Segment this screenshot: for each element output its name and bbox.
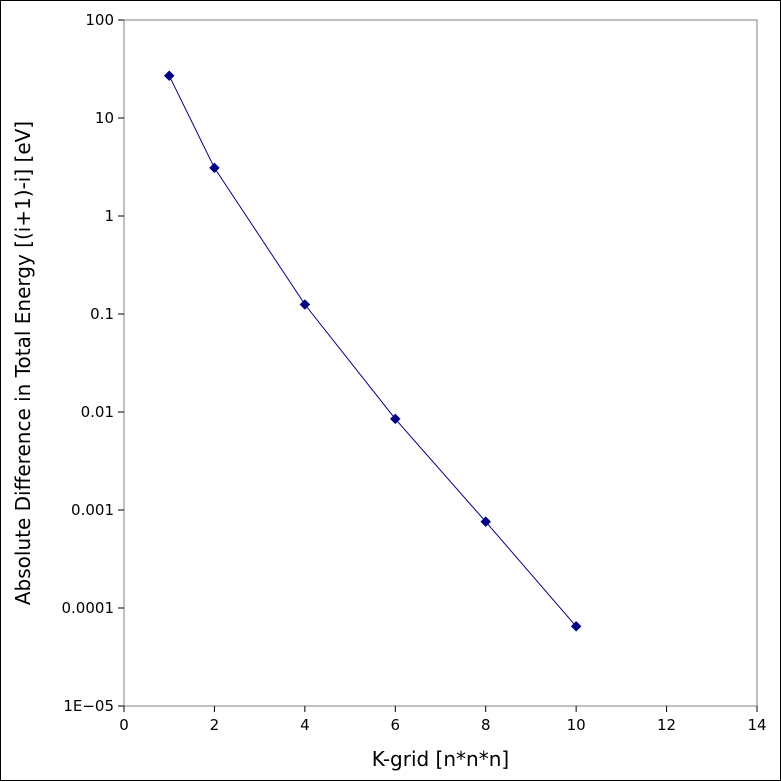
y-axis: 1E−05 0.0001 0.001 0.01 0.1 1 10 100 [62, 11, 124, 715]
y-tick-label: 0.001 [71, 501, 114, 519]
series-line [168, 75, 577, 627]
x-tick-label: 12 [657, 716, 676, 734]
data-point-marker [299, 299, 311, 310]
y-tick-label: 0.1 [90, 305, 114, 323]
data-point-marker [480, 516, 492, 528]
x-axis-title: K-grid [n*n*n] [372, 747, 509, 771]
data-point-marker [209, 162, 220, 174]
y-tick-label: 1E−05 [63, 697, 114, 715]
data-point-marker [163, 70, 175, 82]
plot-area [123, 19, 758, 707]
x-tick-label: 14 [747, 716, 766, 734]
x-tick-label: 4 [300, 716, 310, 734]
x-tick-label: 2 [210, 716, 220, 734]
data-point-marker [570, 620, 582, 632]
x-tick-label: 8 [481, 716, 491, 734]
data-point-marker [389, 413, 401, 425]
y-tick-label: 100 [85, 11, 114, 29]
y-tick-label: 10 [95, 109, 114, 127]
y-tick-label: 0.0001 [62, 599, 115, 617]
x-tick-label: 0 [119, 716, 129, 734]
x-axis: 0 2 4 6 8 10 12 14 [119, 706, 767, 734]
y-tick-label: 0.01 [81, 403, 114, 421]
x-tick-label: 10 [567, 716, 586, 734]
series-layer [163, 70, 582, 632]
x-tick-label: 6 [391, 716, 401, 734]
y-axis-title: Absolute Difference in Total Energy [(i+… [11, 121, 35, 605]
y-tick-label: 1 [104, 207, 114, 225]
